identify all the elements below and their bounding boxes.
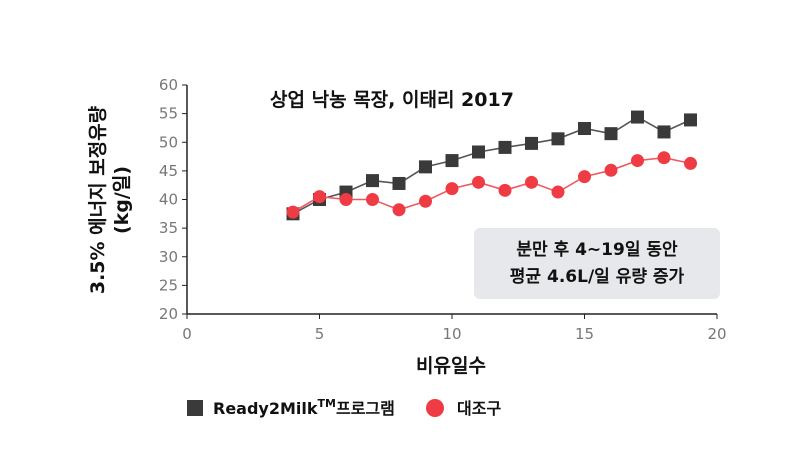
data-point — [604, 127, 618, 141]
data-point — [684, 156, 697, 170]
annotation-line-2: 평균 4.6L/일 유량 증가 — [510, 267, 685, 287]
data-point — [313, 190, 326, 204]
data-point — [551, 132, 565, 146]
data-point — [339, 193, 353, 206]
y-tick-label: 25 — [159, 276, 178, 294]
data-point — [445, 182, 459, 196]
data-point — [657, 125, 671, 139]
data-point — [286, 205, 300, 219]
data-point — [631, 154, 644, 168]
legend-series-name: Ready2Milk — [213, 399, 318, 418]
legend-label-ready2milk: Ready2MilkTM프로그램 — [213, 397, 395, 418]
legend-label-control: 대조구 — [457, 399, 501, 418]
legend-circle-marker — [426, 399, 444, 417]
data-point — [445, 154, 459, 168]
series-layer — [286, 110, 697, 221]
data-point — [525, 136, 538, 150]
y-ticks: 20 25 30 35 40 45 50 55 60 — [159, 76, 187, 323]
y-axis-label: 3.5% 에너지 보정유량 (kg/일) — [87, 105, 133, 294]
legend-square-marker — [187, 400, 203, 416]
data-point — [684, 113, 697, 127]
data-point — [578, 170, 591, 184]
data-point — [657, 151, 671, 165]
y-tick-label: 35 — [159, 219, 178, 237]
y-tick-label: 45 — [159, 162, 178, 180]
x-axis-label: 비유일수 — [416, 355, 486, 377]
data-point — [604, 163, 618, 177]
data-point — [419, 160, 432, 174]
data-point — [472, 175, 485, 189]
y-axis-label-line-2: (kg/일) — [111, 166, 133, 234]
data-point — [392, 203, 406, 217]
y-tick-label: 40 — [159, 191, 178, 209]
y-tick-label: 20 — [159, 305, 178, 323]
y-axis-label-line-1: 3.5% 에너지 보정유량 — [87, 105, 109, 294]
chart-title: 상업 낙농 목장, 이태리 2017 — [270, 89, 514, 111]
x-tick-label: 15 — [575, 325, 594, 343]
annotation-background — [474, 228, 720, 299]
series-control — [286, 151, 697, 219]
annotation-line-1: 분만 후 4~19일 동안 — [516, 239, 678, 260]
legend-item-control: 대조구 — [426, 399, 501, 418]
x-tick-label: 5 — [315, 325, 325, 343]
series-line — [292, 156, 691, 213]
x-tick-label: 0 — [182, 325, 192, 343]
legend-item-ready2milk: Ready2MilkTM프로그램 — [187, 397, 395, 418]
y-tick-label: 30 — [159, 248, 178, 266]
data-point — [498, 140, 512, 154]
data-point — [631, 110, 644, 124]
data-point — [498, 183, 512, 197]
y-tick-label: 60 — [159, 76, 178, 94]
data-point — [419, 194, 432, 208]
y-tick-label: 50 — [159, 133, 178, 151]
data-point — [551, 185, 565, 199]
x-tick-label: 10 — [442, 325, 461, 343]
data-point — [525, 175, 538, 189]
legend-series-suffix: 프로그램 — [336, 399, 395, 418]
x-ticks: 0 5 10 15 20 — [182, 314, 727, 343]
data-point — [578, 122, 591, 136]
x-tick-label: 20 — [707, 325, 726, 343]
data-point — [366, 174, 379, 188]
y-tick-label: 55 — [159, 105, 178, 123]
annotation-box: 분만 후 4~19일 동안 평균 4.6L/일 유량 증가 — [474, 228, 720, 299]
data-point — [472, 145, 485, 159]
legend: Ready2MilkTM프로그램 대조구 — [187, 397, 501, 418]
legend-trademark: TM — [318, 397, 336, 410]
series-line — [292, 116, 691, 215]
data-point — [366, 193, 379, 206]
data-point — [392, 176, 406, 190]
